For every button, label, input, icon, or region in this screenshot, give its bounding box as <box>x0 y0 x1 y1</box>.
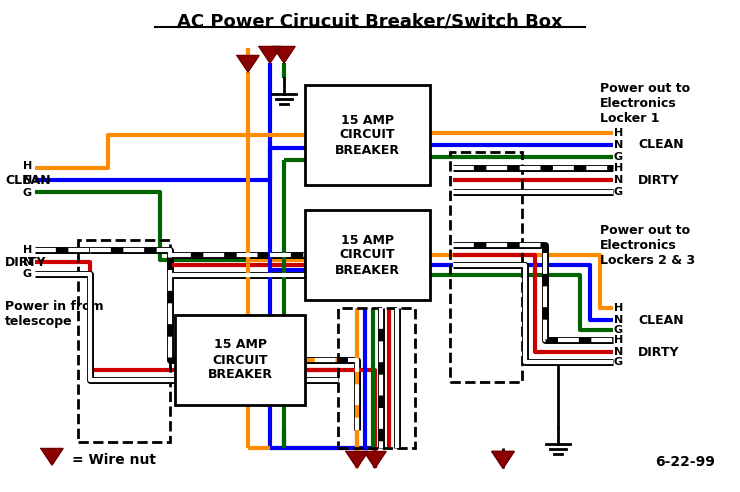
Text: Power out to
Electronics
Lockers 2 & 3: Power out to Electronics Lockers 2 & 3 <box>600 224 695 267</box>
Text: = Wire nut: = Wire nut <box>72 453 156 467</box>
Text: Power in from
telescope: Power in from telescope <box>5 300 104 328</box>
Text: H: H <box>23 245 32 255</box>
Polygon shape <box>346 452 368 468</box>
Text: G: G <box>614 187 623 197</box>
Bar <box>450 152 522 382</box>
Text: G: G <box>614 325 623 335</box>
Text: CLEAN: CLEAN <box>5 174 50 186</box>
Text: G: G <box>614 152 623 162</box>
Text: Power out to
Electronics
Locker 1: Power out to Electronics Locker 1 <box>600 82 690 125</box>
Text: H: H <box>614 163 623 173</box>
Text: H: H <box>614 303 623 313</box>
Polygon shape <box>364 452 386 468</box>
Polygon shape <box>492 452 514 468</box>
Text: N: N <box>614 347 623 357</box>
Bar <box>305 210 430 300</box>
Text: N: N <box>614 315 623 325</box>
Text: N: N <box>23 257 32 267</box>
Text: G: G <box>23 269 32 279</box>
Polygon shape <box>492 452 514 468</box>
Polygon shape <box>41 449 63 465</box>
Bar <box>338 308 415 448</box>
Polygon shape <box>259 47 281 63</box>
Text: H: H <box>614 335 623 345</box>
Text: AC Power Cirucuit Breaker/Switch Box: AC Power Cirucuit Breaker/Switch Box <box>177 12 563 30</box>
Text: DIRTY: DIRTY <box>5 255 47 269</box>
Text: 15 AMP
CIRCUIT
BREAKER: 15 AMP CIRCUIT BREAKER <box>335 234 400 277</box>
Polygon shape <box>237 56 259 72</box>
Bar <box>175 315 305 405</box>
Text: 6-22-99: 6-22-99 <box>655 455 715 469</box>
Text: G: G <box>614 357 623 367</box>
Bar <box>78 240 170 442</box>
Text: H: H <box>23 161 32 171</box>
Text: CLEAN: CLEAN <box>638 139 684 152</box>
Text: H: H <box>614 128 623 138</box>
Text: N: N <box>614 175 623 185</box>
Text: CLEAN: CLEAN <box>638 313 684 327</box>
Text: 15 AMP
CIRCUIT
BREAKER: 15 AMP CIRCUIT BREAKER <box>335 114 400 156</box>
Text: G: G <box>23 188 32 198</box>
Text: N: N <box>614 140 623 150</box>
Text: 15 AMP
CIRCUIT
BREAKER: 15 AMP CIRCUIT BREAKER <box>207 338 272 381</box>
Bar <box>305 85 430 185</box>
Text: DIRTY: DIRTY <box>638 174 679 186</box>
Polygon shape <box>273 47 295 63</box>
Text: DIRTY: DIRTY <box>638 345 679 359</box>
Text: N: N <box>23 175 32 185</box>
